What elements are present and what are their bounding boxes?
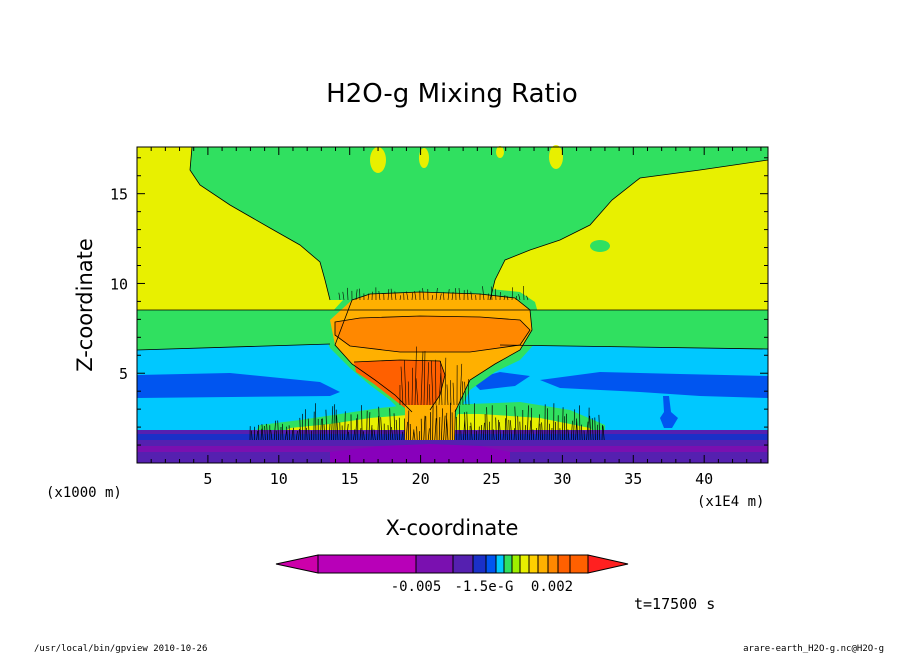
colorbar-segment (528, 554, 539, 574)
colorbar-segment (537, 554, 549, 574)
field-surface-band (330, 444, 510, 463)
y-tick-label: 15 (110, 186, 128, 204)
colorbar-segment (452, 554, 474, 574)
field-layer-blue (540, 372, 768, 398)
footer-left: /usr/local/bin/gpview 2010-10-26 (34, 644, 207, 654)
colorbar-segment (415, 554, 454, 574)
colorbar-segment (557, 554, 571, 574)
x-axis-ticks (150, 147, 762, 463)
x-tick-label: 35 (624, 470, 642, 488)
colorbar-segment (485, 554, 497, 574)
footer-right: arare-earth_H2O-g.nc@H2O-g (743, 644, 884, 654)
colorbar-segment (317, 554, 417, 574)
colorbar-segment (511, 554, 521, 574)
field-layer-blue (137, 373, 340, 398)
contour-scribble (249, 402, 605, 441)
y-tick-labels: 5 10 15 (110, 186, 128, 384)
y-tick-label: 10 (110, 275, 128, 293)
time-label: t=17500 s (634, 595, 715, 613)
x-tick-label: 30 (553, 470, 571, 488)
x-tick-label: 5 (203, 470, 212, 488)
field-anvil (190, 147, 768, 300)
contour-noise (249, 286, 605, 441)
field-plume-anvil (335, 316, 530, 352)
x-tick-label: 15 (341, 470, 359, 488)
colorbar-segment (519, 554, 530, 574)
x-tick-label: 10 (270, 470, 288, 488)
field-anvil-hole (496, 146, 504, 158)
colorbar-arrow-left (275, 554, 319, 574)
colorbar-label: -1.5e-G (454, 579, 513, 595)
plot-area (136, 145, 769, 464)
x-unit-left: (x1000 m) (46, 485, 122, 501)
field-anvil-hole (370, 147, 386, 173)
x-tick-labels: 5 10 15 20 25 30 35 40 (203, 470, 713, 488)
colorbar-label: -0.005 (391, 579, 442, 595)
x-tick-label: 20 (412, 470, 430, 488)
x-unit-right: (x1E4 m) (697, 494, 764, 510)
colorbar-segment (547, 554, 559, 574)
y-axis-label: Z-coordinate (73, 238, 97, 372)
colorbar-segment (495, 554, 505, 574)
x-axis-label: X-coordinate (386, 516, 519, 540)
x-tick-label: 25 (482, 470, 500, 488)
colorbar-label: 0.002 (531, 579, 573, 595)
chart-title: H2O-g Mixing Ratio (326, 79, 578, 109)
y-axis-ticks (137, 157, 768, 446)
contour-scribble (338, 286, 529, 301)
colorbar-segment (569, 554, 589, 574)
field-anvil-hole (590, 240, 610, 252)
contour-lines (136, 146, 769, 413)
plot-frame (136, 146, 769, 464)
colorbar-labels: -0.005 -1.5e-G 0.002 (391, 579, 573, 595)
y-tick-label: 5 (119, 365, 128, 383)
colorbar-segment (472, 554, 487, 574)
contour-scribble (399, 346, 470, 406)
colorbar (275, 554, 629, 574)
colorbar-segment (503, 554, 513, 574)
colorbar-arrow-right (587, 554, 629, 574)
field-blue-column (660, 396, 678, 428)
field-anvil-hole (419, 148, 429, 168)
x-tick-label: 40 (695, 470, 713, 488)
field-anvil-hole (549, 145, 563, 169)
